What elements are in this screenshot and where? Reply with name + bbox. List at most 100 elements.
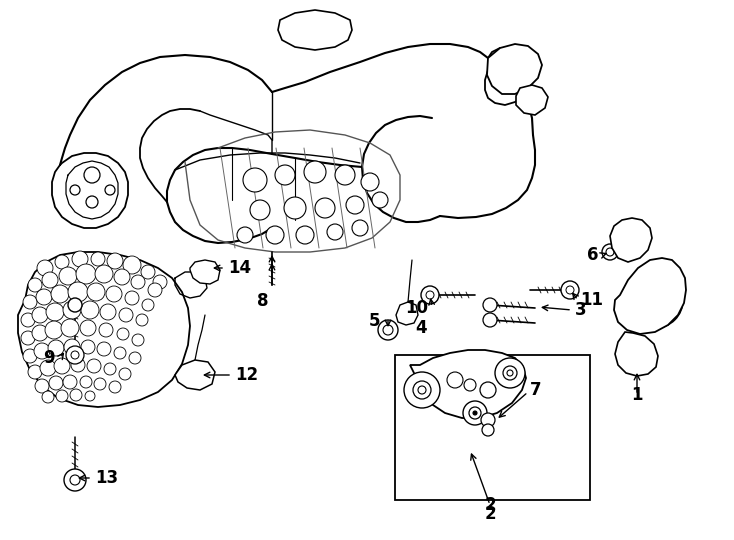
Circle shape: [481, 413, 495, 427]
Circle shape: [114, 347, 126, 359]
Circle shape: [142, 299, 154, 311]
Polygon shape: [396, 302, 418, 325]
Circle shape: [21, 331, 35, 345]
Circle shape: [131, 275, 145, 289]
Circle shape: [70, 475, 80, 485]
Circle shape: [404, 372, 440, 408]
Circle shape: [35, 379, 49, 393]
Circle shape: [37, 260, 53, 276]
Text: 3: 3: [575, 301, 586, 319]
Circle shape: [421, 286, 439, 304]
Circle shape: [473, 411, 477, 415]
Circle shape: [63, 375, 77, 389]
Circle shape: [346, 196, 364, 214]
Circle shape: [335, 165, 355, 185]
Circle shape: [495, 358, 525, 388]
Circle shape: [28, 278, 42, 292]
Text: 12: 12: [235, 366, 258, 384]
Circle shape: [32, 307, 48, 323]
Circle shape: [54, 358, 70, 374]
Circle shape: [36, 289, 52, 305]
Text: 1: 1: [631, 386, 643, 404]
Circle shape: [413, 381, 431, 399]
Circle shape: [125, 291, 139, 305]
Circle shape: [352, 220, 368, 236]
Circle shape: [104, 363, 116, 375]
Circle shape: [469, 407, 481, 419]
Polygon shape: [614, 258, 686, 334]
Circle shape: [28, 365, 42, 379]
Circle shape: [70, 389, 82, 401]
Circle shape: [48, 340, 64, 356]
Circle shape: [71, 351, 79, 359]
Text: 13: 13: [95, 469, 118, 487]
Circle shape: [109, 381, 121, 393]
Polygon shape: [175, 360, 215, 390]
Circle shape: [123, 256, 141, 274]
Circle shape: [119, 368, 131, 380]
Circle shape: [32, 325, 48, 341]
Text: 4: 4: [415, 319, 426, 337]
Circle shape: [23, 295, 37, 309]
Circle shape: [463, 401, 487, 425]
Circle shape: [55, 255, 69, 269]
Circle shape: [97, 342, 111, 356]
Circle shape: [296, 226, 314, 244]
Circle shape: [34, 343, 50, 359]
Text: 2: 2: [484, 496, 495, 514]
Circle shape: [136, 314, 148, 326]
Circle shape: [68, 282, 88, 302]
Circle shape: [72, 251, 88, 267]
Circle shape: [46, 303, 64, 321]
Circle shape: [106, 286, 122, 302]
Polygon shape: [410, 350, 526, 418]
Text: 5: 5: [369, 312, 381, 330]
Circle shape: [483, 313, 497, 327]
Text: 14: 14: [228, 259, 251, 277]
Circle shape: [418, 386, 426, 394]
Circle shape: [483, 298, 497, 312]
Circle shape: [107, 253, 123, 269]
Polygon shape: [610, 218, 652, 262]
Polygon shape: [487, 44, 542, 94]
Circle shape: [99, 323, 113, 337]
Circle shape: [480, 382, 496, 398]
Circle shape: [383, 325, 393, 335]
Circle shape: [81, 301, 99, 319]
Text: 7: 7: [530, 381, 542, 399]
Circle shape: [602, 244, 618, 260]
Circle shape: [40, 360, 56, 376]
Circle shape: [284, 197, 306, 219]
Circle shape: [56, 390, 68, 402]
Circle shape: [148, 283, 162, 297]
Circle shape: [482, 424, 494, 436]
Circle shape: [566, 286, 574, 294]
Circle shape: [80, 376, 92, 388]
Polygon shape: [615, 332, 658, 376]
Circle shape: [61, 319, 79, 337]
Circle shape: [250, 200, 270, 220]
Circle shape: [66, 346, 84, 364]
Circle shape: [87, 283, 105, 301]
Circle shape: [94, 378, 106, 390]
Circle shape: [85, 391, 95, 401]
Circle shape: [91, 252, 105, 266]
Circle shape: [64, 469, 86, 491]
Circle shape: [63, 301, 81, 319]
Circle shape: [141, 265, 155, 279]
Text: 9: 9: [43, 349, 55, 367]
Polygon shape: [278, 10, 352, 50]
Circle shape: [507, 370, 513, 376]
Circle shape: [503, 366, 517, 380]
Text: 10: 10: [405, 299, 428, 317]
Circle shape: [49, 376, 63, 390]
Circle shape: [59, 267, 77, 285]
Circle shape: [64, 339, 80, 355]
Circle shape: [42, 391, 54, 403]
Circle shape: [129, 352, 141, 364]
Circle shape: [361, 173, 379, 191]
Circle shape: [71, 358, 85, 372]
Text: 8: 8: [257, 292, 269, 310]
Circle shape: [117, 328, 129, 340]
Circle shape: [132, 334, 144, 346]
